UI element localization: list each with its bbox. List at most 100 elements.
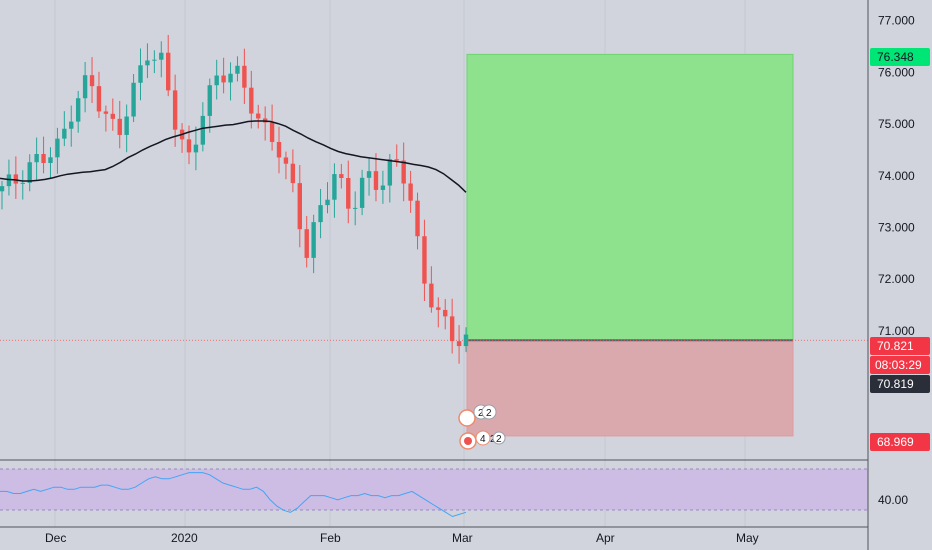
- moving-average-line: [0, 120, 467, 193]
- candle-body: [387, 159, 393, 186]
- time-tick-label: Mar: [452, 531, 473, 545]
- stop-zone[interactable]: [466, 339, 794, 437]
- candle-body: [124, 116, 129, 135]
- candle-body: [207, 85, 212, 116]
- candle: [235, 56, 240, 82]
- candle-body: [34, 154, 39, 163]
- candle: [373, 153, 379, 202]
- current-price-label: [870, 337, 930, 355]
- candle: [69, 105, 74, 147]
- candle-body: [443, 309, 448, 317]
- candle-body: [221, 75, 226, 83]
- price-labels: 76.348 70.821 08:03:29 70.819 68.969: [870, 48, 930, 451]
- candle: [41, 136, 46, 174]
- candle-body: [436, 307, 441, 310]
- candle-body: [429, 283, 434, 308]
- candle-body: [339, 174, 344, 178]
- candle: [394, 144, 399, 167]
- candle: [13, 156, 19, 199]
- candle: [325, 182, 330, 214]
- event-badge-icon[interactable]: [481, 404, 497, 420]
- candle: [207, 78, 212, 133]
- event-markers[interactable]: 2 2 4 2 2: [458, 404, 506, 450]
- candle: [75, 90, 81, 133]
- candle: [200, 102, 206, 152]
- candle-body: [269, 122, 275, 142]
- candle-body: [20, 182, 25, 184]
- candle-body: [48, 157, 53, 164]
- candle-body: [380, 185, 386, 190]
- candle-body: [82, 75, 88, 99]
- candle: [249, 70, 254, 129]
- candle: [221, 57, 226, 94]
- candle: [387, 154, 393, 203]
- candle-body: [117, 118, 122, 135]
- rsi-pane[interactable]: 40.00: [0, 459, 908, 518]
- candle: [124, 104, 129, 153]
- candle: [96, 71, 102, 118]
- current-price-text: 70.821: [877, 339, 914, 353]
- candle: [89, 57, 95, 104]
- time-tick-label: 2020: [171, 531, 198, 545]
- candle-body: [449, 316, 455, 342]
- price-axis[interactable]: 77.000 76.000 75.000 74.000 73.000 72.000 71.0…: [867, 0, 915, 550]
- dividend-icon-core: [464, 437, 472, 445]
- event-badge-icon[interactable]: [475, 430, 491, 446]
- candle: [34, 137, 39, 181]
- flag-icon[interactable]: [458, 409, 476, 427]
- candle: [346, 160, 351, 224]
- candle-body: [200, 115, 206, 145]
- time-tick-label: Apr: [596, 531, 615, 545]
- candle-body: [283, 157, 289, 164]
- time-axis[interactable]: Dec 2020 Feb Mar Apr May: [0, 526, 868, 545]
- time-tick-label: Feb: [320, 531, 341, 545]
- candle-body: [256, 113, 261, 119]
- candle-body: [75, 98, 81, 122]
- price-tick-label: 72.000: [878, 272, 915, 286]
- candle: [352, 191, 358, 226]
- candle-body: [297, 183, 302, 230]
- entry-price-label: [870, 375, 930, 393]
- candle-body: [415, 200, 420, 237]
- candle-body: [13, 174, 19, 184]
- candle: [276, 126, 282, 174]
- target-zone[interactable]: [466, 53, 794, 341]
- candle-body: [62, 128, 67, 139]
- candle-body: [138, 65, 143, 83]
- event-badge-2: 2: [486, 408, 492, 419]
- rsi-band: [0, 469, 868, 510]
- long-position-tool[interactable]: [466, 53, 794, 437]
- candle: [408, 170, 413, 213]
- price-tick-labels: 77.000 76.000 75.000 74.000 73.000 72.000 71.0…: [878, 14, 915, 338]
- candle: [166, 34, 171, 97]
- candle-body: [172, 90, 178, 130]
- candle: [262, 106, 268, 141]
- candle: [193, 126, 199, 171]
- candle: [415, 192, 420, 250]
- target-price-text: 76.348: [877, 50, 914, 64]
- price-tick-label: 73.000: [878, 221, 915, 235]
- candle-body: [41, 154, 46, 164]
- candle: [256, 104, 261, 129]
- candle-body: [408, 183, 413, 201]
- candle: [429, 266, 434, 313]
- time-tick-label: Dec: [45, 531, 66, 545]
- candle-body: [311, 222, 316, 258]
- candle-body: [394, 159, 399, 161]
- event-badge-icon[interactable]: [492, 431, 506, 445]
- candle: [449, 298, 455, 354]
- candle-body: [214, 75, 219, 86]
- price-tick-label: 74.000: [878, 169, 915, 183]
- price-tick-label: 71.000: [878, 324, 915, 338]
- candle: [436, 297, 441, 328]
- candle: [339, 163, 344, 189]
- candle: [179, 123, 185, 153]
- candle: [380, 170, 386, 204]
- candle: [138, 48, 143, 101]
- event-badge-3: 4: [480, 434, 486, 445]
- candle: [297, 165, 302, 248]
- candle: [422, 219, 427, 301]
- candle: [0, 180, 5, 210]
- candle: [20, 170, 25, 200]
